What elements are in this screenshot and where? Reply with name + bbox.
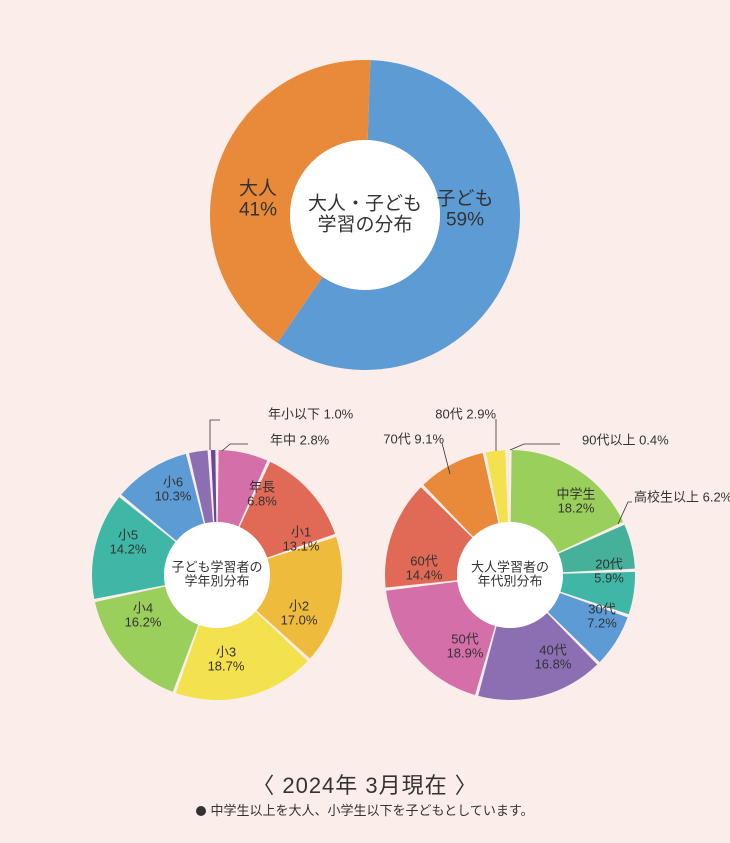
slice-label-30s-bottom: 7.2% — [587, 616, 617, 631]
slice-label-sho2-bottom: 17.0% — [281, 613, 318, 628]
slice-label-40s-bottom: 16.8% — [535, 657, 572, 672]
center-label-bottom: 学習の分布 — [317, 213, 412, 235]
slice-label-sho3-top: 小3 — [216, 644, 236, 659]
slice-label-60s-top: 60代 — [410, 553, 437, 568]
slice-label-chugaku-top: 中学生 — [556, 486, 595, 501]
slice-label-sho6-top: 小6 — [163, 474, 183, 489]
infographic-stage: 大人・子ども学習の分布 子ども59% 大人41% 子ども学習者の学年別分布 年長6.8… — [0, 0, 730, 843]
center-label-top: 子ども学習者の — [171, 559, 262, 574]
note-text: 中学生以上を大人、小学生以下を子どもとしています。 — [210, 803, 533, 818]
slice-label-nencho-top: 年長 — [249, 479, 275, 494]
leader-nenchu — [222, 444, 248, 451]
leader-90s — [510, 444, 560, 450]
slice-label-children-bottom: 59% — [446, 209, 484, 230]
center-label-top: 大人・子ども — [308, 193, 422, 215]
center-label-top: 大人学習者の — [471, 559, 549, 574]
callout-nensho: 年小以下 1.0% — [268, 406, 354, 421]
slice-label-50s-top: 50代 — [451, 631, 478, 646]
slice-label-sho6-bottom: 10.3% — [155, 489, 192, 504]
slice-label-sho4-bottom: 16.2% — [125, 615, 162, 630]
slice-label-sho2-top: 小2 — [289, 598, 309, 613]
callout-koukou: 高校生以上 6.2% — [634, 489, 730, 504]
slice-label-60s-bottom: 14.4% — [406, 568, 443, 583]
slice-label-nencho-bottom: 6.8% — [247, 494, 277, 509]
slice-label-50s-bottom: 18.9% — [447, 646, 484, 661]
slice-label-20s-top: 20代 — [595, 556, 622, 571]
slice-label-sho3-bottom: 18.7% — [208, 659, 245, 674]
sub-donut-charts: 子ども学習者の学年別分布 年長6.8% 小113.1% 小217.0% 小318.7% 小… — [0, 380, 730, 780]
slice-label-sho1-top: 小1 — [291, 524, 311, 539]
slice-label-chugaku-bottom: 18.2% — [558, 501, 595, 516]
slice-label-30s-top: 30代 — [588, 601, 615, 616]
slice-label-sho4-top: 小4 — [133, 600, 153, 615]
slice-label-20s-bottom: 5.9% — [594, 571, 624, 586]
slice-label-sho1-bottom: 13.1% — [283, 539, 320, 554]
bullet-icon — [196, 806, 206, 816]
center-label-bottom: 年代別分布 — [477, 574, 542, 589]
slice-label-sho5-bottom: 14.2% — [110, 542, 147, 557]
slice-label-adults-bottom: 41% — [239, 199, 277, 220]
slice-label-40s-top: 40代 — [539, 642, 566, 657]
note-line: 中学生以上を大人、小学生以下を子どもとしています。 — [0, 800, 730, 819]
slice-90s — [508, 450, 509, 522]
slice-label-children-top: 子ども — [436, 188, 493, 210]
callout-70s: 70代 9.1% — [383, 431, 444, 446]
callout-nenchu: 年中 2.8% — [270, 432, 330, 447]
main-donut-chart: 大人・子ども学習の分布 子ども59% 大人41% — [0, 0, 730, 400]
callout-90s: 90代以上 0.4% — [582, 432, 669, 447]
leader-nensho — [210, 420, 220, 450]
slice-label-sho5-top: 小5 — [118, 527, 138, 542]
callout-80s: 80代 2.9% — [435, 406, 496, 421]
center-label-bottom: 学年別分布 — [184, 574, 249, 589]
slice-label-adults-top: 大人 — [239, 178, 277, 200]
date-line: 〈 2024年 3月現在 〉 — [0, 768, 730, 800]
